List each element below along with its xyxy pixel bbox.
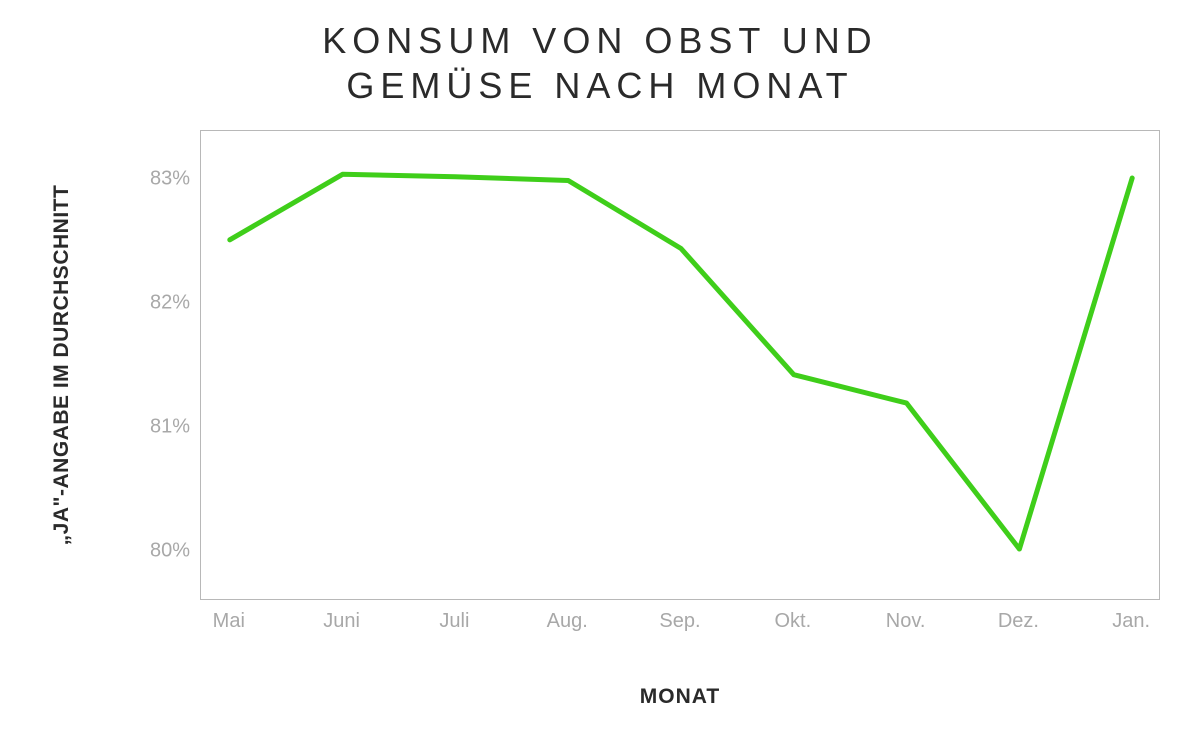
x-tick-label: Juli: [439, 610, 469, 633]
x-tick-label: Aug.: [547, 610, 588, 633]
x-tick-label: Nov.: [886, 610, 926, 633]
line-series: [201, 131, 1159, 599]
x-axis-title: MONAT: [640, 685, 720, 709]
x-tick-label: Dez.: [998, 610, 1039, 633]
y-tick-label: 82%: [140, 292, 190, 315]
x-tick-label: Sep.: [659, 610, 700, 633]
y-tick-label: 81%: [140, 415, 190, 438]
x-tick-label: Jan.: [1112, 610, 1150, 633]
chart-container: „JA"-ANGABE IM DURCHSCHNITT MONAT 80%81%…: [140, 130, 1160, 650]
plot-area: [200, 130, 1160, 600]
chart-title: KONSUM VON OBST UNDGEMÜSE NACH MONAT: [0, 0, 1200, 108]
x-tick-label: Juni: [323, 610, 360, 633]
y-axis-title: „JA"-ANGABE IM DURCHSCHNITT: [50, 185, 74, 546]
y-tick-label: 83%: [140, 168, 190, 191]
y-tick-label: 80%: [140, 539, 190, 562]
x-tick-label: Mai: [213, 610, 245, 633]
x-tick-label: Okt.: [774, 610, 811, 633]
